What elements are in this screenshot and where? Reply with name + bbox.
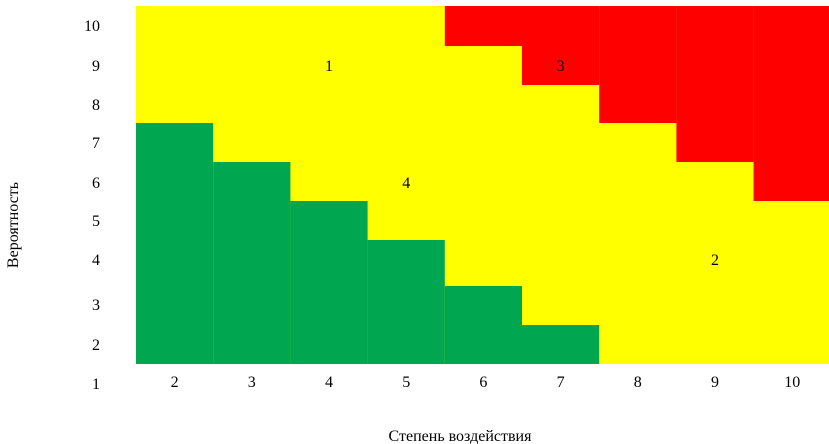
x-axis-label: Степень воздействия bbox=[389, 428, 533, 444]
green-zone-cell bbox=[444, 286, 523, 364]
x-tick-label: 10 bbox=[784, 374, 800, 391]
x-tick-label: 8 bbox=[634, 374, 642, 391]
x-tick-label: 2 bbox=[171, 374, 179, 391]
zone-label: 2 bbox=[711, 252, 719, 269]
x-tick-label: 5 bbox=[402, 374, 410, 391]
red-zone-cell bbox=[522, 6, 600, 85]
y-axis-label: Вероятность bbox=[5, 182, 22, 268]
y-tick-label: 7 bbox=[92, 135, 100, 152]
x-axis-ticks: 2 3 4 5 6 7 8 9 10 bbox=[171, 374, 801, 391]
red-zone-cell bbox=[753, 6, 829, 201]
green-zone-cell bbox=[213, 162, 291, 364]
x-tick-label: 4 bbox=[325, 374, 333, 391]
y-tick-label: 8 bbox=[92, 97, 100, 114]
zone-label: 4 bbox=[402, 175, 410, 192]
heatmap-cells bbox=[136, 6, 829, 364]
green-zone-cell bbox=[367, 240, 446, 364]
y-tick-label: 2 bbox=[92, 337, 100, 354]
x-tick-label: 3 bbox=[248, 374, 256, 391]
y-tick-label: 1 bbox=[92, 376, 100, 393]
y-axis-ticks: 10 9 8 7 6 5 4 3 2 1 bbox=[84, 18, 100, 393]
y-tick-label: 5 bbox=[92, 213, 100, 230]
red-zone-cell bbox=[444, 6, 523, 46]
zone-label: 1 bbox=[325, 58, 333, 75]
y-tick-label: 10 bbox=[84, 18, 100, 35]
y-tick-label: 3 bbox=[92, 297, 100, 314]
x-tick-label: 7 bbox=[557, 374, 565, 391]
green-zone-cell bbox=[522, 325, 600, 364]
y-tick-label: 4 bbox=[92, 252, 100, 269]
green-zone-cell bbox=[290, 201, 369, 364]
zone-annotations: 1 3 4 2 bbox=[325, 58, 719, 269]
y-tick-label: 6 bbox=[92, 175, 100, 192]
green-zone-cell bbox=[136, 123, 214, 364]
red-zone-cell bbox=[676, 6, 755, 162]
x-tick-label: 6 bbox=[479, 374, 487, 391]
x-tick-label: 9 bbox=[711, 374, 719, 391]
red-zone-cell bbox=[599, 6, 677, 123]
y-tick-label: 9 bbox=[92, 58, 100, 75]
zone-label: 3 bbox=[557, 58, 565, 75]
